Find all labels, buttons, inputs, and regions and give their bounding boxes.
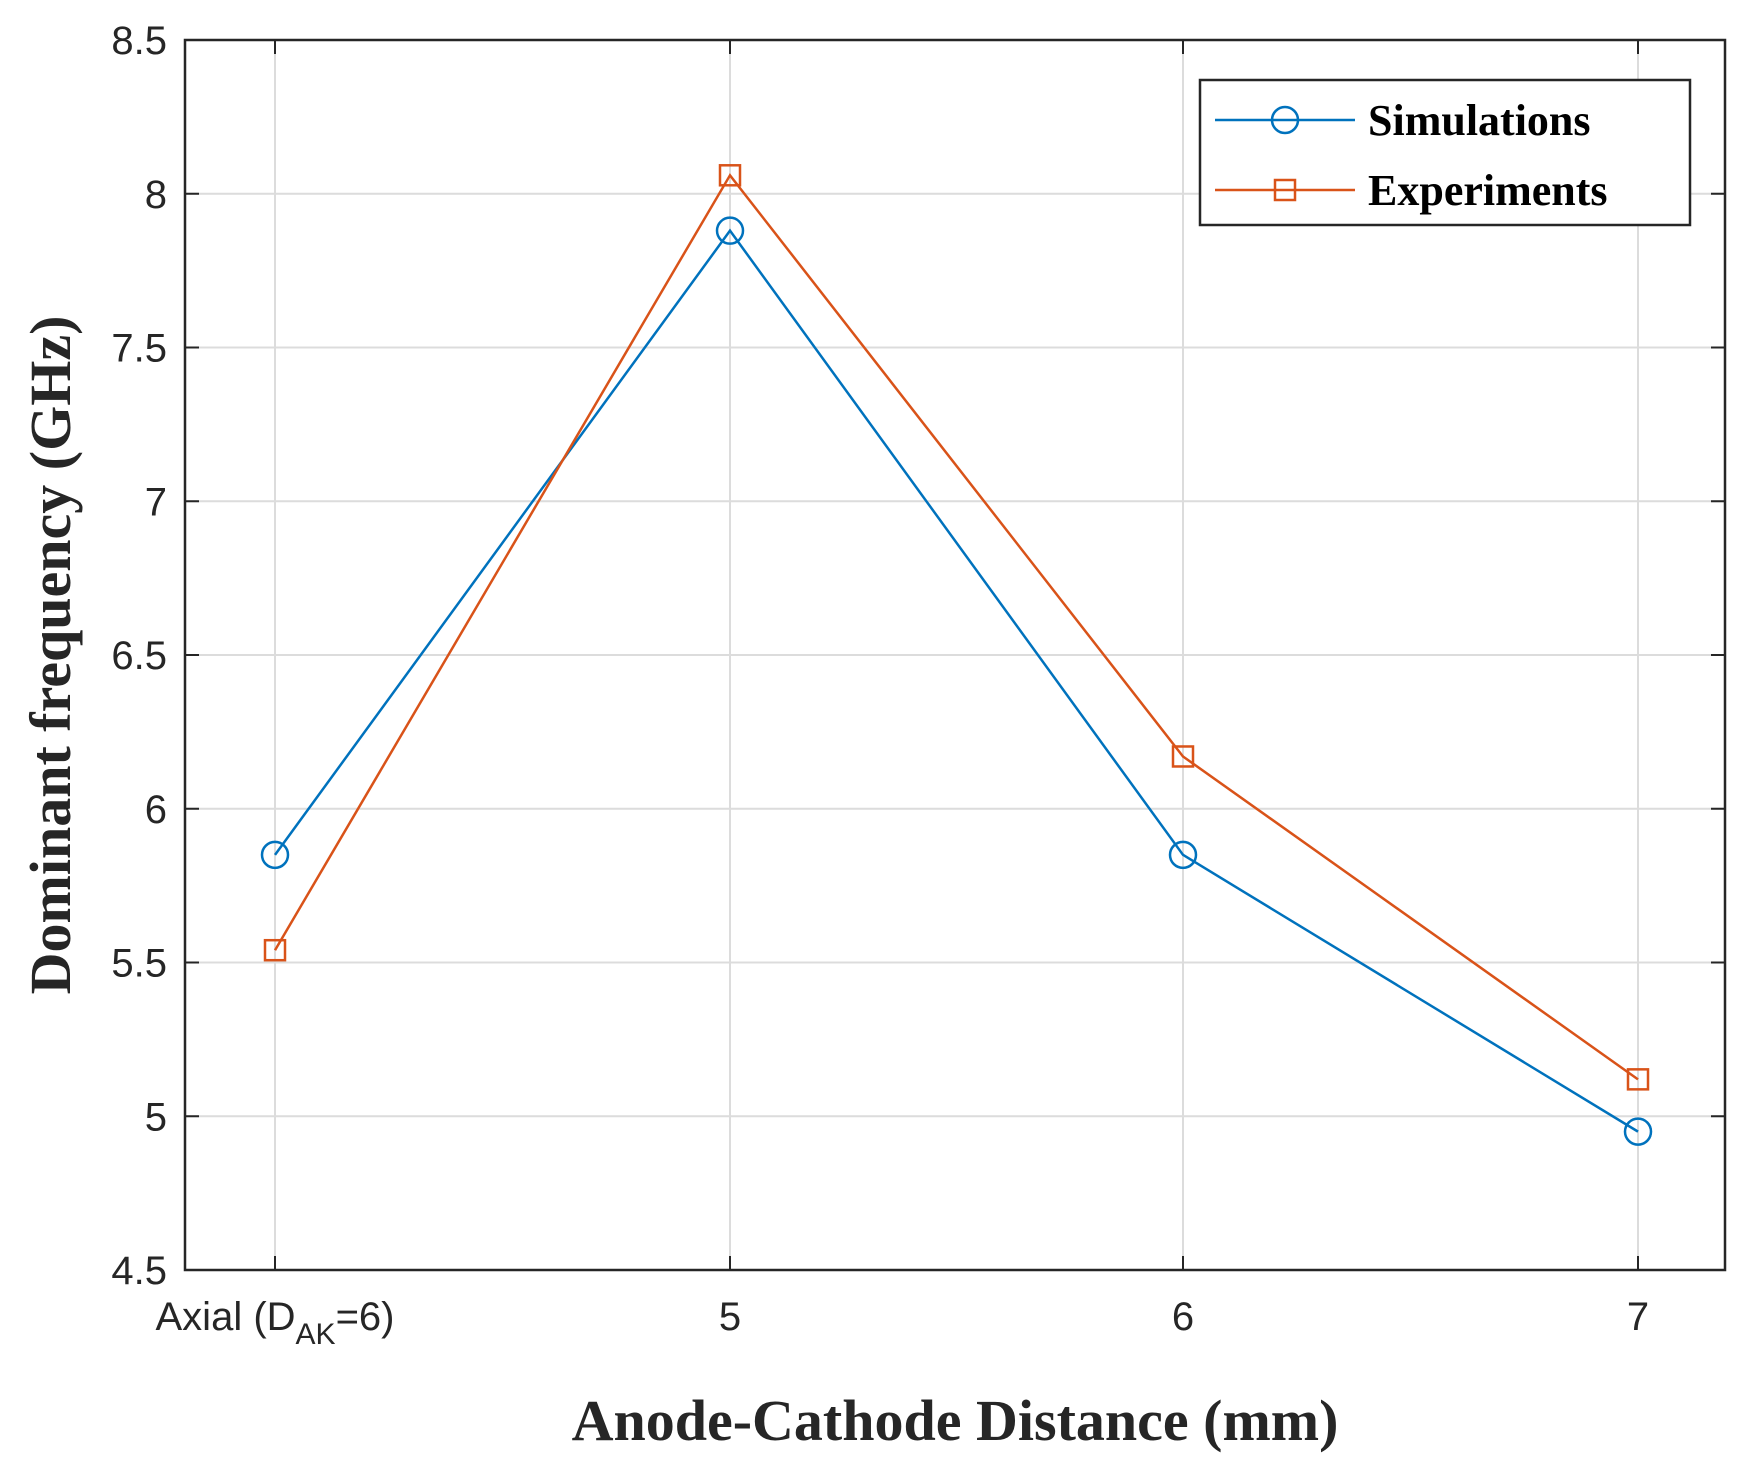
x-tick-label-tail: =6) <box>336 1295 395 1339</box>
legend-marker-experiments <box>1273 178 1297 202</box>
data-point-experiments <box>263 938 287 962</box>
data-point-experiments <box>718 164 742 187</box>
y-tick-label: 7 <box>145 480 167 524</box>
data-point-simulations <box>1623 1117 1653 1146</box>
data-point-simulations <box>260 840 290 870</box>
x-axis-title: Anode-Cathode Distance (mm) <box>572 1388 1339 1453</box>
x-tick-label: 6 <box>1172 1295 1194 1339</box>
x-tick-label-main: Axial (D <box>156 1295 296 1339</box>
y-tick-label: 7.5 <box>111 327 167 371</box>
x-tick-label-main: 6 <box>1172 1295 1194 1339</box>
series-line-simulations <box>273 228 1639 1133</box>
x-tick-label-subscript: AK <box>296 1318 336 1351</box>
x-tick-label: 5 <box>719 1295 741 1339</box>
legend-label-experiments: Experiments <box>1368 166 1608 215</box>
x-tick-label: 7 <box>1627 1295 1649 1339</box>
series-line-experiments <box>273 173 1639 1081</box>
legend-marker-simulations <box>1270 105 1300 135</box>
y-tick-label: 6 <box>145 788 167 832</box>
data-point-simulations <box>715 216 745 245</box>
x-tick-label-main: 7 <box>1627 1295 1649 1339</box>
y-tick-label: 4.5 <box>111 1249 167 1293</box>
grid-lines <box>185 40 1725 1270</box>
y-tick-label: 8 <box>145 173 167 217</box>
y-tick-label: 6.5 <box>111 634 167 678</box>
x-tick-label-main: 5 <box>719 1295 741 1339</box>
x-tick-labels: Axial (DAK=6) 5 6 7 <box>156 40 1649 1351</box>
y-tick-label: 5 <box>145 1095 167 1139</box>
data-point-experiments <box>1171 745 1195 768</box>
series-layer <box>260 164 1653 1146</box>
legend-label-simulations: Simulations <box>1368 96 1591 145</box>
data-point-simulations <box>1168 840 1198 870</box>
y-axis-title: Dominant frequency (GHz) <box>18 316 83 995</box>
x-tick-label: Axial (DAK=6) <box>156 1295 395 1351</box>
legend: Simulations Experiments <box>1198 78 1692 227</box>
data-point-experiments <box>1626 1068 1650 1091</box>
y-tick-label: 8.5 <box>111 19 167 63</box>
y-tick-label: 5.5 <box>111 942 167 986</box>
y-tick-labels: 4.5 5 5.5 6 6.5 7 7.5 8 8.5 <box>111 19 1725 1293</box>
